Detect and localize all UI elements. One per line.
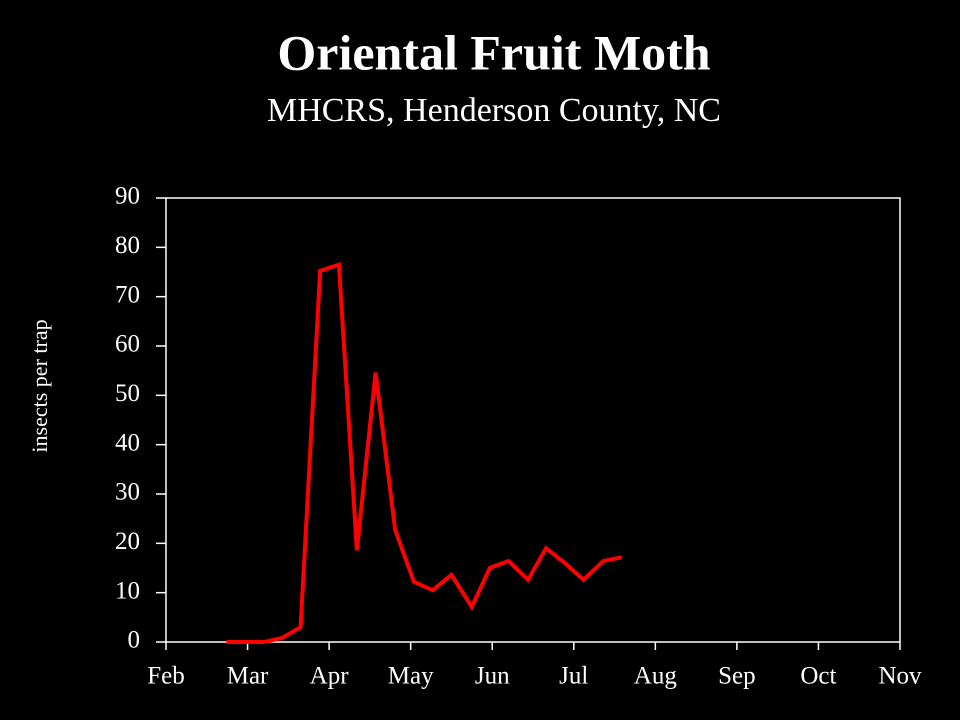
y-tick-label: 0 xyxy=(128,627,141,654)
y-tick-label: 10 xyxy=(115,577,140,604)
x-tick-label: Mar xyxy=(227,663,269,690)
y-tick-label: 90 xyxy=(115,183,140,210)
x-tick-label: May xyxy=(388,663,434,690)
y-tick-label: 60 xyxy=(115,331,140,358)
plot-frame xyxy=(165,197,901,643)
y-tick-label: 30 xyxy=(115,479,140,506)
x-tick-label: Feb xyxy=(147,663,185,690)
y-tick-label: 80 xyxy=(115,232,140,259)
x-tick-label: Oct xyxy=(800,663,836,690)
y-tick-label: 70 xyxy=(115,281,140,308)
x-tick-label: Aug xyxy=(634,663,678,690)
x-tick-label: Apr xyxy=(310,663,350,690)
y-tick-label: 20 xyxy=(115,528,140,555)
x-tick-label: Jun xyxy=(475,663,510,690)
y-axis-label: insects per trap xyxy=(27,319,52,452)
chart-subtitle: MHCRS, Henderson County, NC xyxy=(267,92,721,129)
x-tick-label: Nov xyxy=(878,663,922,690)
x-tick-label: Sep xyxy=(718,663,756,690)
data-line xyxy=(226,261,623,644)
y-tick-label: 50 xyxy=(115,380,140,407)
chart-title: Oriental Fruit Moth xyxy=(277,24,710,80)
x-tick-label: Jul xyxy=(559,663,588,690)
y-tick-label: 40 xyxy=(115,429,140,456)
